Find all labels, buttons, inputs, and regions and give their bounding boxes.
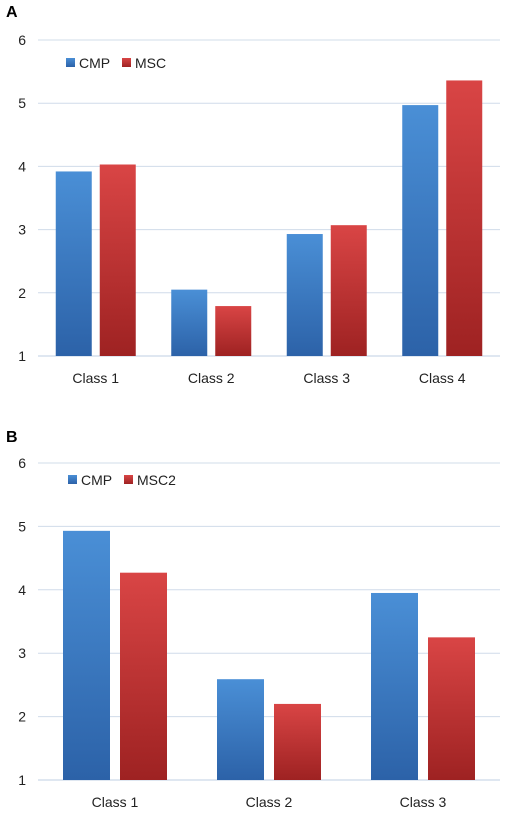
bar-msc-class-4	[446, 80, 483, 356]
y-tick-label: 3	[18, 645, 26, 661]
x-tick-label: Class 2	[246, 794, 293, 810]
legend-label-cmp: CMP	[79, 55, 110, 71]
y-tick-label: 1	[18, 772, 26, 788]
bar-cmp-class-2	[171, 289, 208, 356]
y-tick-label: 6	[18, 455, 26, 471]
bar-msc2-class-3	[428, 637, 475, 780]
panel-label-a: A	[6, 4, 18, 21]
y-tick-label: 5	[18, 95, 26, 111]
bar-cmp-class-1	[63, 530, 110, 780]
chart-panel-a: A 1 2 3 4 5 6 Class 1 Class 2 Class 3 Class 4 CMP M…	[0, 0, 510, 400]
x-tick-label: Class 3	[303, 370, 350, 386]
y-tick-label: 2	[18, 709, 26, 725]
y-tick-label: 2	[18, 285, 26, 301]
bar-cmp-class-2	[217, 679, 264, 780]
bar-cmp-class-1	[55, 171, 92, 356]
legend-swatch-msc2	[124, 475, 133, 484]
y-tick-label: 5	[18, 518, 26, 534]
y-tick-label: 3	[18, 222, 26, 238]
bar-msc2-class-2	[274, 703, 321, 780]
x-tick-label: Class 1	[72, 370, 119, 386]
x-tick-label: Class 2	[188, 370, 235, 386]
bar-msc2-class-1	[120, 572, 167, 780]
bar-cmp-class-3	[371, 592, 418, 780]
legend-label-cmp: CMP	[81, 472, 112, 488]
bar-msc-class-1	[99, 164, 136, 356]
legend-swatch-cmp	[66, 58, 75, 67]
legend-swatch-cmp	[68, 475, 77, 484]
y-tick-label: 4	[18, 158, 26, 174]
bar-chart-a: 1 2 3 4 5 6 Class 1 Class 2 Class 3 Class 4 CMP MSC	[18, 32, 500, 386]
bar-cmp-class-4	[402, 105, 439, 356]
bar-cmp-class-3	[286, 234, 323, 356]
bar-msc-class-3	[330, 225, 367, 356]
bar-msc-class-2	[215, 306, 252, 356]
legend-label-msc: MSC	[135, 55, 166, 71]
panel-label-b: B	[6, 429, 18, 446]
x-tick-label: Class 4	[419, 370, 466, 386]
bar-chart-b: 1 2 3 4 5 6 Class 1 Class 2 Class 3 CMP MSC2	[18, 455, 500, 810]
chart-panel-b: B 1 2 3 4 5 6 Class 1 Class 2 Class 3 CMP MSC2	[0, 405, 510, 813]
y-tick-label: 6	[18, 32, 26, 48]
x-tick-label: Class 1	[92, 794, 139, 810]
legend-label-msc2: MSC2	[137, 472, 176, 488]
y-tick-label: 4	[18, 582, 26, 598]
x-tick-label: Class 3	[400, 794, 447, 810]
y-tick-label: 1	[18, 348, 26, 364]
legend-swatch-msc	[122, 58, 131, 67]
